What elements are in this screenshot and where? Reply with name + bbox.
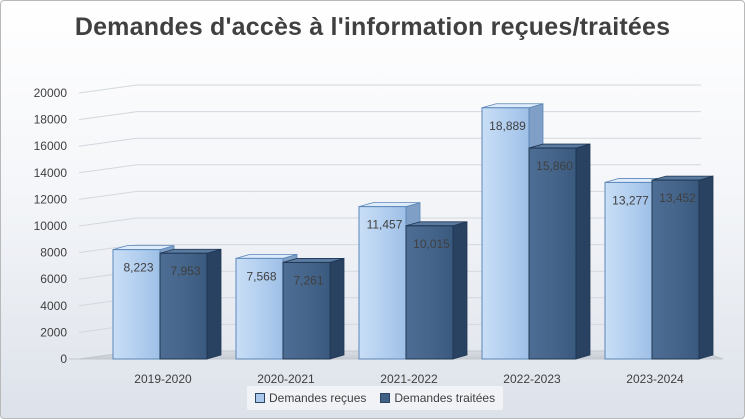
legend-item-received: Demandes reçues xyxy=(255,391,366,405)
chart-legend: Demandes reçues Demandes traitées xyxy=(247,386,504,410)
data-label-processed: 7,953 xyxy=(170,264,200,278)
x-category-label: 2020-2021 xyxy=(257,372,315,386)
y-tick-label: 6000 xyxy=(40,272,67,286)
bar-side-face xyxy=(452,221,468,360)
y-tick-label: 8000 xyxy=(40,246,67,260)
legend-label-processed: Demandes traitées xyxy=(394,391,496,405)
data-label-received: 13,277 xyxy=(612,193,649,207)
y-tick-label: 14000 xyxy=(34,166,68,180)
bar-side-face xyxy=(575,143,591,360)
x-category-label: 2019-2020 xyxy=(134,372,192,386)
bar-side-face xyxy=(206,248,222,360)
bar-received xyxy=(235,257,284,360)
data-label-processed: 10,015 xyxy=(413,237,450,251)
bar-processed xyxy=(282,261,331,360)
bar-side-face xyxy=(698,175,714,360)
bar-received xyxy=(481,107,530,360)
y-tick-label: 2000 xyxy=(40,325,67,339)
data-label-processed: 13,452 xyxy=(659,191,696,205)
data-label-processed: 7,261 xyxy=(293,273,323,287)
y-tick-label: 12000 xyxy=(34,192,68,206)
bar-received xyxy=(358,206,407,360)
bar-received xyxy=(112,249,161,360)
bar-processed xyxy=(528,147,577,360)
legend-item-processed: Demandes traitées xyxy=(380,391,495,405)
x-category-label: 2021-2022 xyxy=(380,372,438,386)
y-tick-label: 4000 xyxy=(40,299,67,313)
data-label-received: 7,568 xyxy=(246,269,276,283)
gridline xyxy=(78,111,701,121)
data-label-received: 8,223 xyxy=(123,261,153,275)
bar-side-face xyxy=(329,257,345,360)
y-tick-label: 20000 xyxy=(34,86,68,100)
y-tick-label: 18000 xyxy=(34,113,68,127)
legend-swatch-processed xyxy=(380,393,391,403)
gridline xyxy=(78,164,701,174)
data-label-received: 11,457 xyxy=(367,218,403,232)
y-tick-label: 10000 xyxy=(34,219,68,233)
bar-processed xyxy=(651,179,700,360)
gridline xyxy=(78,84,701,94)
bar-received xyxy=(604,181,653,360)
data-label-received: 18,889 xyxy=(489,119,526,133)
legend-label-received: Demandes reçues xyxy=(269,391,367,405)
data-label-processed: 15,860 xyxy=(536,159,573,173)
legend-swatch-received xyxy=(255,393,265,403)
x-category-label: 2023-2024 xyxy=(626,372,684,386)
bar-processed xyxy=(405,225,454,360)
gridline xyxy=(78,137,701,147)
x-category-label: 2022-2023 xyxy=(503,372,561,386)
bar-processed xyxy=(159,252,208,360)
y-tick-label: 0 xyxy=(60,352,67,366)
chart-title: Demandes d'accès à l'information reçues/… xyxy=(74,13,671,41)
y-tick-label: 16000 xyxy=(34,139,68,153)
